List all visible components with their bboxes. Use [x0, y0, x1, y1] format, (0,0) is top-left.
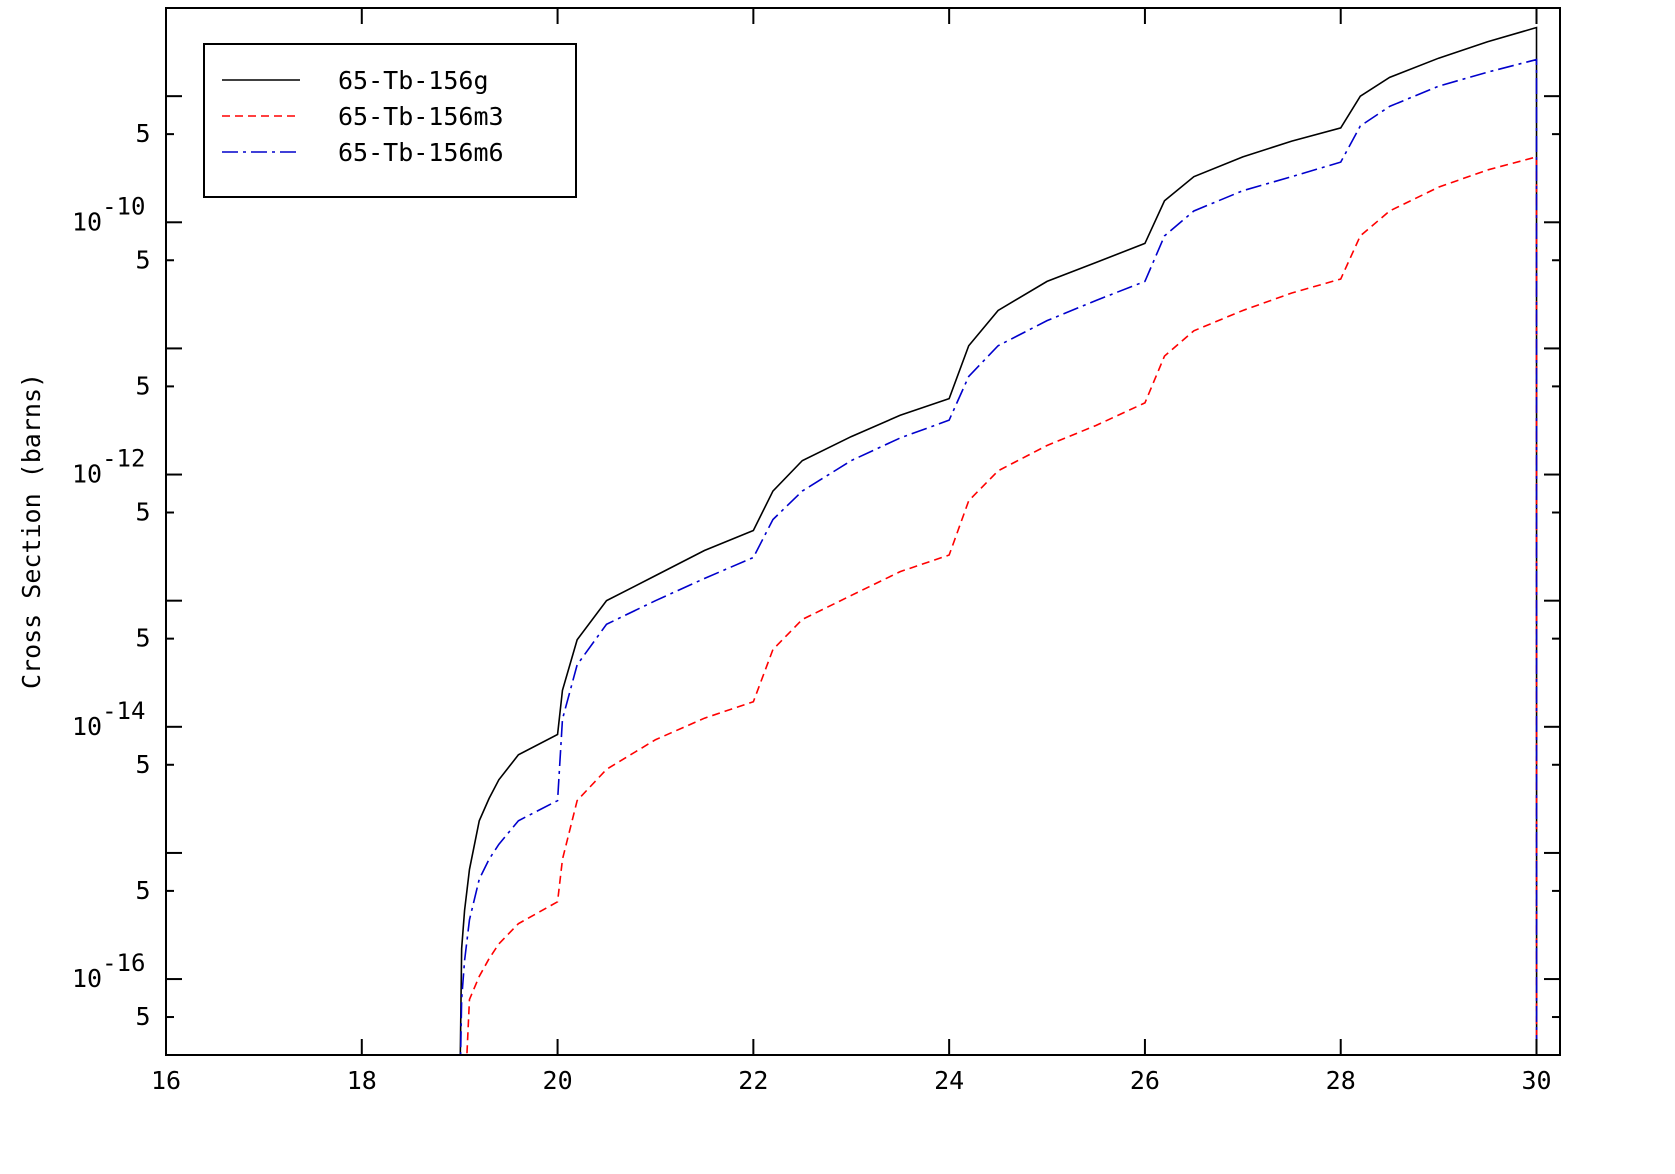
- series-line: [466, 155, 1538, 1055]
- x-tick-label: 22: [738, 1066, 768, 1095]
- legend-label: 65-Tb-156m3: [338, 102, 504, 131]
- y-tick-label: 5: [135, 1002, 150, 1031]
- x-tick-label: 30: [1521, 1066, 1551, 1095]
- legend-box: [203, 43, 577, 198]
- y-tick-label: 5: [135, 119, 150, 148]
- x-tick-label: 18: [347, 1066, 377, 1095]
- y-tick-base: 10: [72, 207, 102, 236]
- y-tick-label: 5: [135, 750, 150, 779]
- y-tick-label: 10-12: [72, 445, 145, 489]
- y-axis-label: Cross Section (barns): [17, 373, 46, 689]
- y-tick-label: 5: [135, 624, 150, 653]
- x-tick-label: 16: [151, 1066, 181, 1095]
- x-tick-label: 24: [934, 1066, 964, 1095]
- plot-frame: [165, 7, 1561, 1056]
- legend-label: 65-Tb-156m6: [338, 138, 504, 167]
- plot-lines: [459, 26, 1538, 1055]
- y-tick-label: 5: [135, 498, 150, 527]
- y-tick-base: 10: [72, 460, 102, 489]
- y-tick-exponent: -16: [102, 949, 145, 977]
- y-tick-label: 10-14: [72, 697, 145, 741]
- x-tick-label: 20: [543, 1066, 573, 1095]
- series-line: [459, 58, 1538, 1055]
- y-tick-exponent: -10: [102, 192, 145, 220]
- y-tick-base: 10: [72, 712, 102, 741]
- y-tick-label: 5: [135, 371, 150, 400]
- y-tick-label: 5: [135, 245, 150, 274]
- x-tick-label: 26: [1130, 1066, 1160, 1095]
- y-tick-label: 10-16: [72, 949, 145, 993]
- series-line: [459, 26, 1538, 1055]
- y-tick-label: 10-10: [72, 192, 145, 236]
- y-tick-label: 5: [135, 876, 150, 905]
- y-tick-exponent: -12: [102, 445, 145, 473]
- x-tick-label: 28: [1326, 1066, 1356, 1095]
- y-tick-base: 10: [72, 964, 102, 993]
- y-tick-exponent: -14: [102, 697, 145, 725]
- legend-label: 65-Tb-156g: [338, 66, 489, 95]
